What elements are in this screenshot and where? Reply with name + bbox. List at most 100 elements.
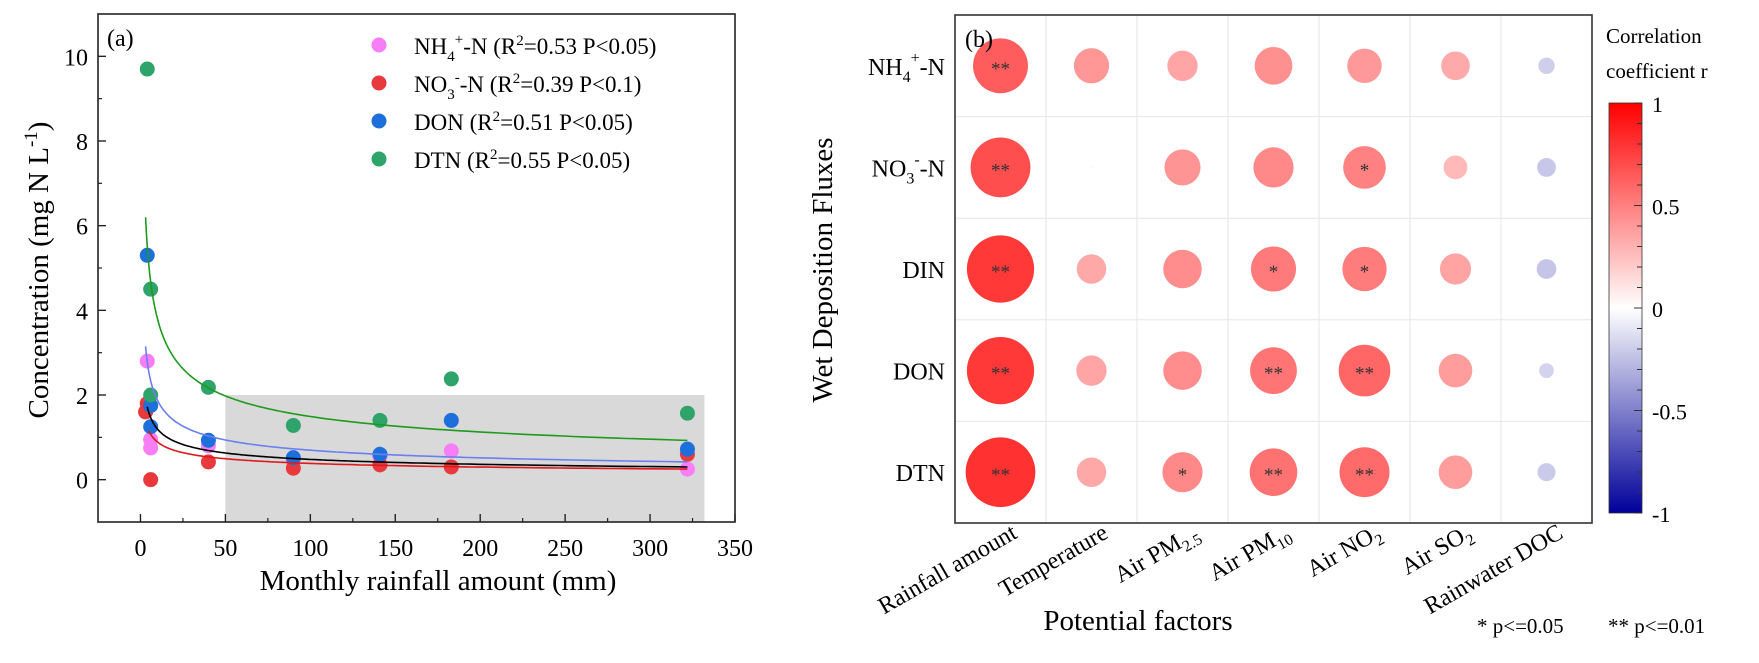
correlation-circle — [1537, 463, 1556, 482]
row-label: NH4+-N — [868, 50, 945, 86]
point-dtn — [679, 405, 695, 421]
point-don — [443, 412, 459, 428]
row-label: DTN — [896, 461, 945, 487]
column-label: Air PM2.5 — [1110, 520, 1205, 592]
colorbar-tick-label: 0.5 — [1652, 195, 1680, 220]
fit-curves — [144, 217, 688, 470]
correlation-circle — [1076, 457, 1107, 487]
x-tick-label-a: 0 — [134, 536, 146, 562]
point-dtn — [285, 417, 301, 433]
correlation-circle — [1343, 146, 1386, 189]
legend-label-dtn: DTN (R2=0.55 P<0.05) — [414, 147, 630, 173]
correlation-circle — [1338, 344, 1391, 397]
correlation-circle — [966, 336, 1035, 405]
correlation-circle — [965, 437, 1036, 508]
legend-label-nh4-n: NH4+-N (R2=0.53 P<0.05) — [414, 32, 656, 65]
x-tick-label-a: 350 — [717, 536, 753, 562]
grid-b — [955, 15, 1592, 523]
colorbar-tick-label: 0 — [1652, 297, 1663, 322]
panel-b-correlation: **** *** * *** ** **** * ** ** (b) NH4+-NNO3--ND… — [807, 14, 1708, 638]
significance-marker: * — [1360, 160, 1370, 181]
legend-marker-no3-n — [371, 75, 387, 91]
point-nh4-n — [443, 443, 459, 459]
correlation-circle — [1250, 347, 1297, 394]
point-no3-n — [143, 472, 159, 488]
correlation-circle — [1439, 253, 1472, 285]
point-nh4-n — [143, 440, 159, 456]
correlation-circle — [1347, 48, 1382, 84]
legend-marker-dtn — [371, 151, 387, 167]
x-tick-label-a: 200 — [462, 536, 498, 562]
correlation-circle — [1253, 147, 1294, 188]
correlation-circle — [1163, 249, 1202, 289]
colorbar-tick-label: -0.5 — [1652, 400, 1687, 425]
x-tick-label-a: 250 — [547, 536, 583, 562]
colorbar-ticks: 1 0.5 0 -0.5 -1 — [1634, 92, 1687, 527]
correlation-circle — [1441, 51, 1470, 81]
legend-label-no3-n: NO3--N (R2=0.39 P<0.1) — [414, 70, 641, 103]
fit-curve-don — [144, 346, 688, 463]
panel-label-b: (b) — [965, 27, 993, 53]
correlation-circle — [1342, 246, 1387, 292]
point-dtn — [139, 61, 155, 77]
point-no3-n — [285, 460, 301, 476]
correlation-circle — [973, 38, 1028, 94]
significance-note-2: ** p<=0.01 — [1608, 614, 1705, 638]
colorbar-tick-label: -1 — [1652, 502, 1670, 527]
correlation-circle — [1163, 351, 1202, 390]
x-axis-title-b: Potential factors — [1043, 605, 1232, 637]
correlation-circle — [970, 137, 1031, 198]
correlation-circle — [1339, 447, 1390, 498]
x-axis-title-a: Monthly rainfall amount (mm) — [260, 565, 617, 597]
legend-marker-don — [371, 113, 387, 129]
significance-marker: * — [1269, 262, 1279, 283]
colorbar-title-line2: coefficient r — [1606, 59, 1708, 83]
significance-marker: ** — [1355, 465, 1374, 486]
row-labels: NH4+-N NO3--N DIN DON DTN — [868, 50, 945, 487]
y-tick-label-a: 10 — [64, 45, 88, 71]
column-label: Air NO2 — [1303, 520, 1388, 586]
point-don — [285, 450, 301, 466]
correlation-circle — [1254, 46, 1293, 85]
significance-marker: * — [1360, 262, 1370, 283]
x-tick-label-a: 300 — [632, 536, 668, 562]
legend-marker-nh4-n — [371, 37, 387, 53]
y-axis-title-a: Concentration (mg N L-1) — [21, 122, 55, 419]
column-label: Rainfall amount — [874, 520, 1022, 620]
x-tick-label-a: 50 — [213, 536, 237, 562]
correlation-circles: **** *** * *** ** **** * ** ** — [965, 38, 1557, 508]
panel-a-scatter: 0 50 100 150 200 250 300 350 0 2 4 6 8 10 (a) NH4+-N … — [21, 13, 753, 597]
significance-marker: ** — [1355, 364, 1374, 385]
point-don — [143, 398, 159, 414]
y-axis-title-b: Wet Deposition Fluxes — [807, 137, 839, 402]
y-tick-label-a: 0 — [76, 469, 88, 495]
correlation-circle — [966, 235, 1035, 303]
axis-ticks-a: 0 50 100 150 200 250 300 350 0 2 4 6 8 10 — [64, 45, 753, 562]
significance-marker: ** — [991, 262, 1010, 283]
correlation-circle — [1250, 246, 1297, 292]
correlation-circle — [1076, 355, 1107, 386]
plot-frame-b — [954, 14, 1593, 524]
column-label: Air PM10 — [1205, 520, 1297, 590]
panel-label-a: (a) — [107, 26, 134, 52]
point-don — [143, 419, 159, 435]
significance-note-1: * p<=0.05 — [1477, 614, 1564, 638]
significance-marker: * — [1178, 465, 1188, 486]
colorbar-tick-label: 1 — [1652, 92, 1663, 117]
significance-marker: ** — [1264, 465, 1283, 486]
correlation-circle — [1536, 259, 1557, 279]
fit-curve-no3-n — [148, 430, 688, 470]
correlation-circle — [1249, 448, 1298, 496]
y-tick-label-a: 6 — [76, 215, 88, 241]
point-dtn — [143, 281, 159, 297]
x-tick-label-a: 100 — [292, 536, 328, 562]
point-don — [679, 441, 695, 457]
significance-marker: ** — [991, 160, 1010, 181]
point-nh4-n — [679, 461, 695, 477]
legend-label-don: DON (R2=0.51 P<0.05) — [414, 109, 633, 135]
fit-curve-dtn — [144, 217, 688, 442]
significance-marker: ** — [991, 59, 1010, 80]
y-tick-label-a: 4 — [76, 299, 88, 325]
legend-a: NH4+-N (R2=0.53 P<0.05) NO3--N (R2=0.39 P… — [371, 32, 656, 173]
correlation-circle — [1073, 48, 1110, 84]
